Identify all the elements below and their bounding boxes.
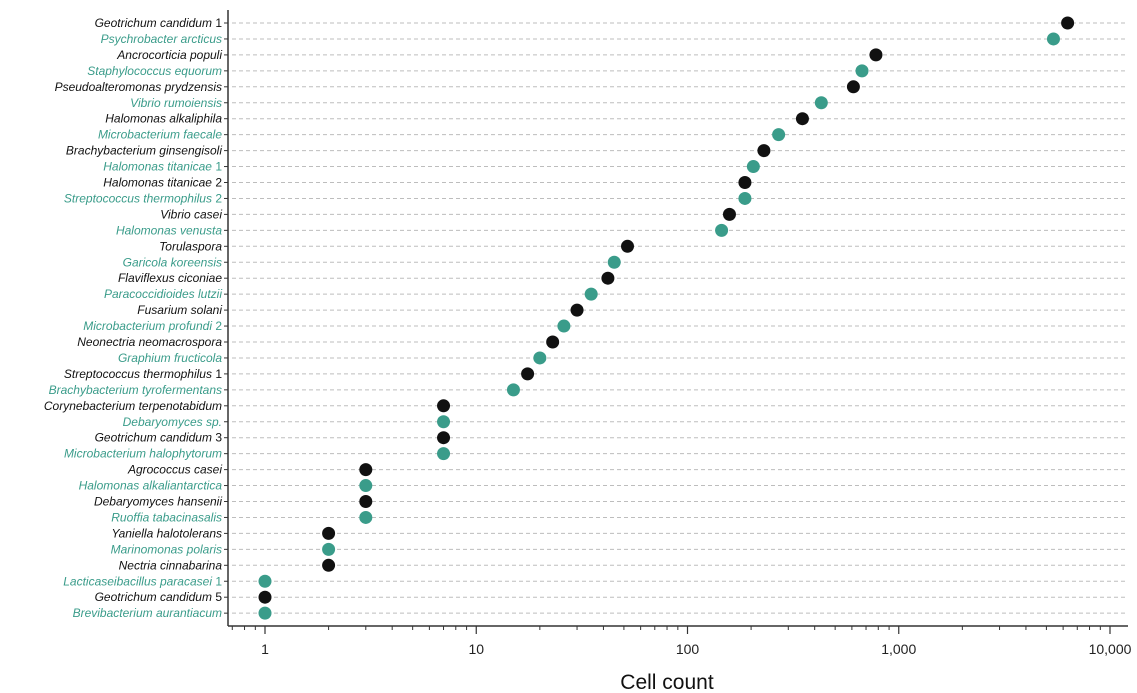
data-points	[258, 16, 1075, 620]
category-label: Halomonas venusta	[116, 223, 222, 237]
data-point	[521, 367, 535, 381]
data-point	[258, 606, 272, 620]
category-label: Paracoccidioides lutzii	[104, 287, 222, 301]
category-label: Pseudoalteromonas prydzensis	[55, 80, 222, 94]
data-point	[1046, 32, 1060, 46]
category-label: Nectria cinnabarina	[119, 558, 223, 572]
data-point	[258, 590, 272, 604]
data-point	[746, 160, 760, 174]
category-label: Graphium fructicola	[118, 351, 222, 365]
category-label: Brevibacterium aurantiacum	[73, 606, 222, 620]
data-point	[607, 255, 621, 269]
data-point	[437, 431, 451, 445]
category-label: Corynebacterium terpenotabidum	[44, 399, 222, 413]
category-label: Garicola koreensis	[123, 255, 222, 269]
data-point	[621, 239, 635, 253]
data-point	[437, 415, 451, 429]
category-label: Yaniella halotolerans	[111, 526, 222, 540]
data-point	[772, 128, 786, 142]
category-label: Ancrocorticia populi	[116, 48, 222, 62]
category-label: Flaviflexus ciconiae	[118, 271, 222, 285]
data-point	[738, 191, 752, 205]
data-point	[814, 96, 828, 110]
data-point	[722, 207, 736, 221]
x-tick-label: 10,000	[1089, 641, 1132, 657]
data-point	[322, 526, 336, 540]
data-point	[557, 319, 571, 333]
category-label: Brachybacterium tyrofermentans	[49, 383, 222, 397]
data-point	[322, 558, 336, 572]
category-label: Halomonas titanicae 1	[103, 160, 222, 174]
data-point	[869, 48, 883, 62]
data-point	[846, 80, 860, 94]
category-label: Geotrichum candidum 1	[95, 16, 223, 30]
x-axis: 1 10 100 1,000 10,000	[224, 10, 1132, 657]
data-point	[757, 144, 771, 158]
category-label: Torulaspora	[159, 239, 222, 253]
category-label: Lacticaseibacillus paracasei 1	[63, 574, 222, 588]
category-label: Debaryomyces hansenii	[94, 495, 222, 509]
data-point	[738, 176, 752, 189]
category-label: Neonectria neomacrospora	[77, 335, 222, 349]
category-labels: Geotrichum candidum 1 Psychrobacter arcti…	[44, 16, 222, 620]
category-label: Geotrichum candidum 5	[95, 590, 223, 604]
x-tick-label: 10	[468, 641, 484, 657]
category-label: Vibrio rumoiensis	[130, 96, 222, 110]
category-label: Psychrobacter arcticus	[101, 32, 222, 46]
data-point	[437, 447, 451, 461]
x-tick-label: 100	[676, 641, 700, 657]
data-point	[359, 479, 373, 493]
data-point	[601, 271, 615, 285]
data-point	[258, 574, 272, 588]
data-point	[322, 542, 336, 556]
data-point	[855, 64, 869, 78]
category-label: Microbacterium faecale	[98, 128, 222, 142]
category-label: Ruoffia tabacinasalis	[111, 510, 222, 524]
category-label: Halomonas titanicae 2	[103, 176, 222, 190]
category-label: Staphylococcus equorum	[87, 64, 222, 78]
data-point	[584, 287, 598, 301]
category-label: Halomonas alkaliantarctica	[79, 479, 223, 493]
data-point	[437, 399, 451, 413]
category-label: Marinomonas polaris	[111, 542, 222, 556]
x-tick-label: 1	[261, 641, 269, 657]
data-point	[506, 383, 520, 397]
data-point	[533, 351, 547, 365]
data-point	[359, 510, 373, 524]
category-label: Fusarium solani	[137, 303, 222, 317]
category-label: Halomonas alkaliphila	[105, 112, 222, 126]
category-label: Microbacterium profundi 2	[83, 319, 222, 333]
data-point	[570, 303, 584, 317]
category-label: Agrococcus casei	[127, 463, 222, 477]
category-label: Geotrichum candidum 3	[95, 431, 223, 445]
data-point	[795, 112, 809, 126]
data-point	[1061, 16, 1075, 30]
x-tick-label: 1,000	[881, 641, 916, 657]
data-point	[359, 463, 373, 477]
category-label: Brachybacterium ginsengisoli	[66, 144, 222, 158]
category-label: Vibrio casei	[160, 207, 222, 221]
category-label: Microbacterium halophytorum	[64, 447, 222, 461]
data-point	[359, 495, 373, 508]
x-axis-title: Cell count	[620, 671, 714, 693]
data-point	[715, 223, 729, 237]
data-point	[546, 335, 560, 349]
gridlines	[232, 22, 1128, 614]
category-label: Debaryomyces sp.	[123, 415, 222, 429]
category-label: Streptococcus thermophilus 1	[64, 367, 222, 381]
category-label: Streptococcus thermophilus 2	[64, 191, 222, 205]
